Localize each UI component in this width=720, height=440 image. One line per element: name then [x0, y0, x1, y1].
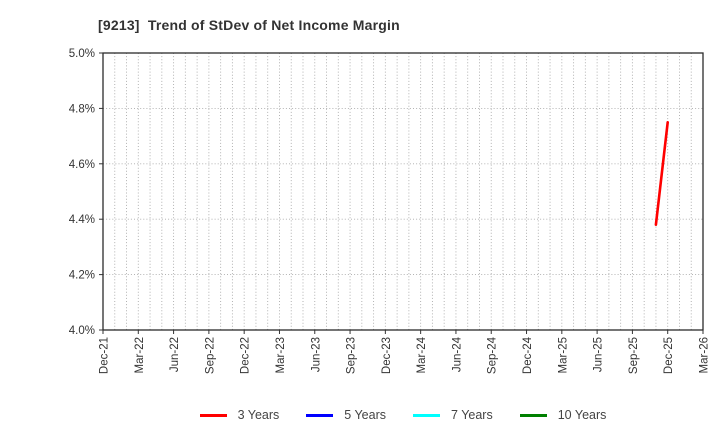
legend-line-swatch — [199, 413, 227, 417]
legend-line-swatch — [519, 413, 547, 417]
chart-title: [9213] Trend of StDev of Net Income Marg… — [98, 17, 400, 33]
y-tick-label: 4.6% — [69, 159, 95, 171]
x-tick-label: Dec-22 — [240, 337, 252, 374]
x-tick-label: Dec-21 — [99, 337, 111, 374]
legend-label: 5 Years — [344, 408, 387, 422]
x-tick-label: Sep-23 — [346, 337, 358, 374]
x-tick-label: Sep-22 — [204, 337, 216, 374]
legend: 3 Years 5 Years 7 Years 10 Years — [103, 404, 703, 426]
x-tick-label: Mar-24 — [416, 336, 428, 373]
x-tick-label: Mar-26 — [699, 337, 711, 373]
x-tick-label: Dec-24 — [522, 336, 534, 374]
series-line-3-years — [654, 121, 670, 226]
y-tick-label: 4.8% — [69, 103, 95, 115]
y-tick-label: 4.0% — [69, 325, 95, 337]
x-tick-label: Mar-25 — [557, 337, 569, 373]
legend-label: 3 Years — [237, 408, 280, 422]
legend-line-swatch — [413, 413, 441, 417]
x-tick-label: Mar-23 — [275, 337, 287, 373]
y-tick-label: 4.2% — [69, 270, 95, 282]
x-tick-label: Jun-24 — [451, 336, 463, 372]
x-tick-label: Jun-22 — [169, 337, 181, 372]
x-tick-label: Mar-22 — [134, 337, 146, 373]
legend-label: 10 Years — [557, 408, 607, 422]
legend-label: 7 Years — [451, 408, 493, 422]
x-tick-label: Sep-25 — [628, 337, 640, 374]
legend-item-10-years: 10 Years — [519, 408, 607, 422]
y-tick-label: 4.4% — [69, 214, 95, 226]
legend-item-5-years: 5 Years — [306, 408, 386, 422]
y-tick-label: 5.0% — [69, 48, 95, 60]
x-tick-label: Dec-25 — [663, 337, 675, 374]
legend-item-3-years: 3 Years — [199, 408, 280, 422]
legend-line-swatch — [306, 413, 334, 417]
x-tick-label: Jun-23 — [310, 337, 322, 372]
x-tick-label: Jun-25 — [593, 337, 605, 372]
x-tick-label: Dec-23 — [381, 337, 393, 374]
legend-item-7-years: 7 Years — [413, 408, 493, 422]
x-tick-label: Sep-24 — [487, 336, 499, 374]
plot-border — [102, 52, 704, 331]
